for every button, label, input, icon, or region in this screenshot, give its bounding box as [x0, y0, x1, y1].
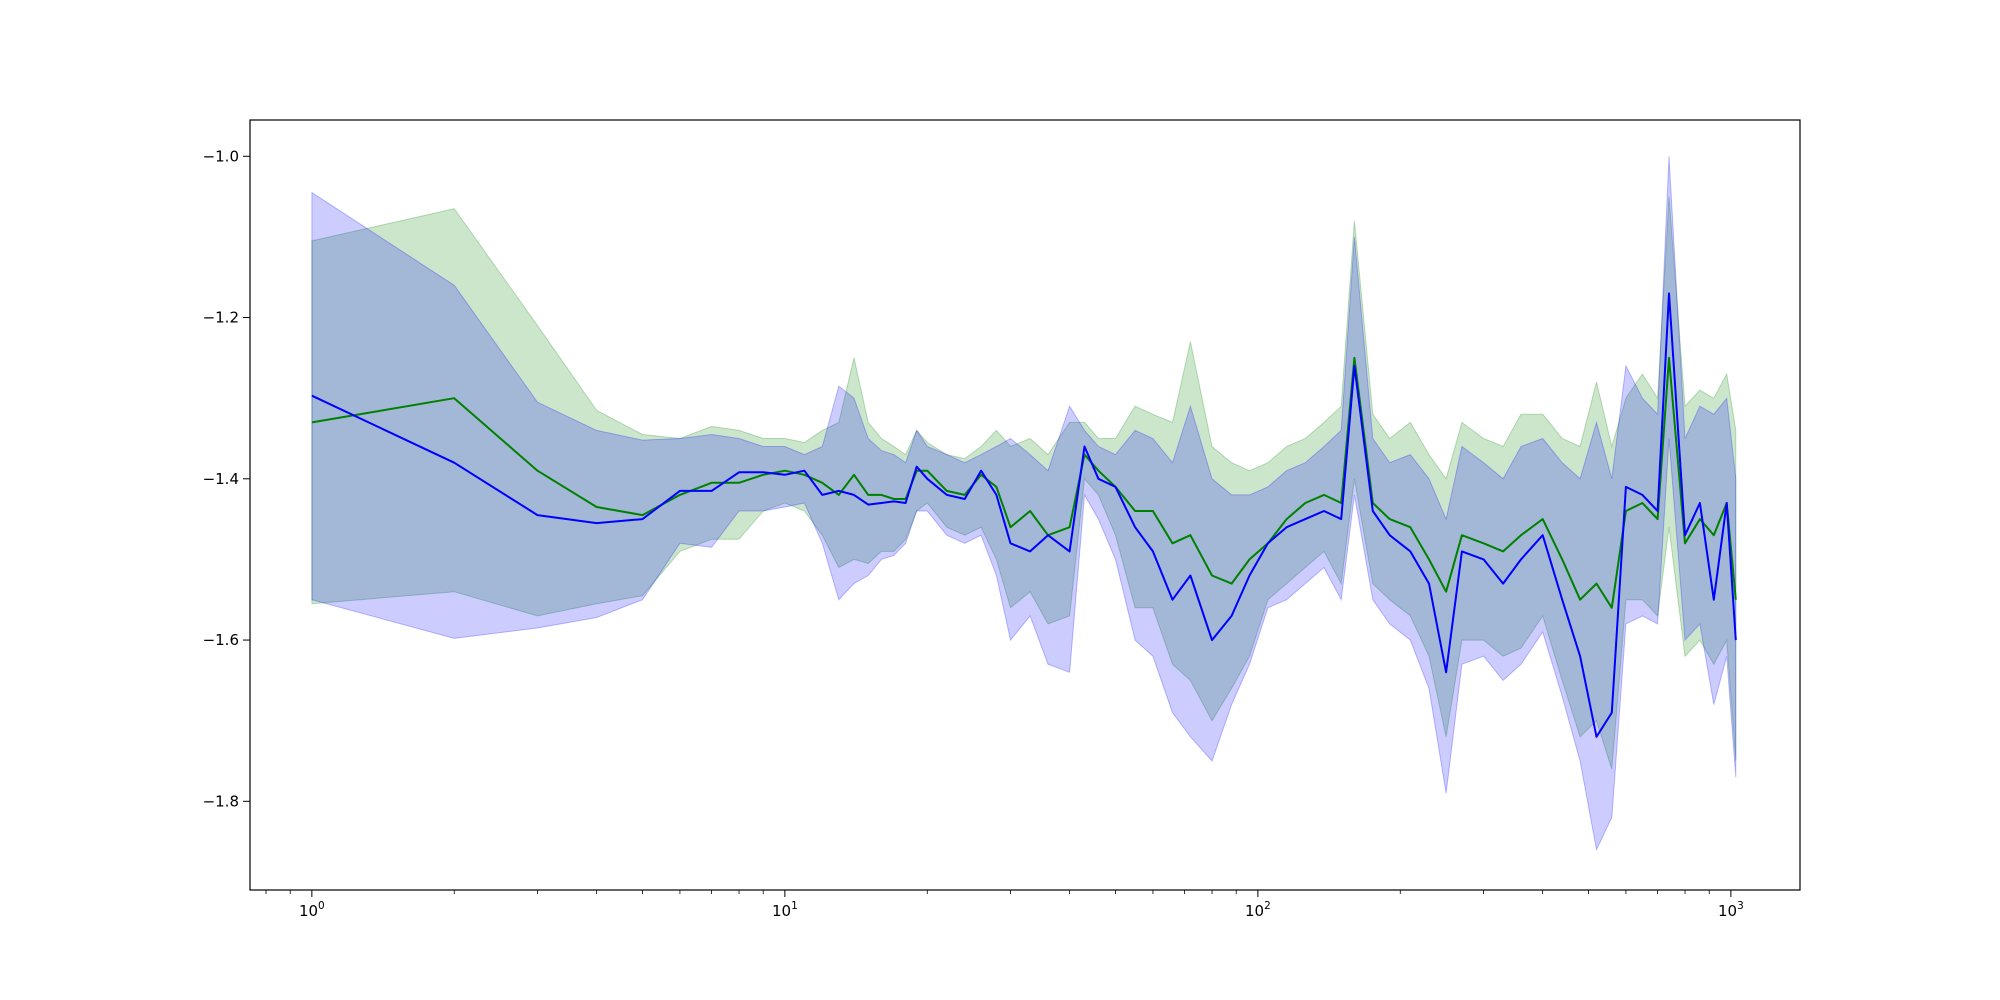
green-band [311, 196, 1737, 770]
x-tick-label: 103 [1718, 900, 1744, 920]
green-line [311, 356, 1737, 609]
blue-band [311, 156, 1737, 852]
series-lines [311, 292, 1737, 738]
x-tick-label: 102 [1245, 900, 1271, 920]
confidence-bands [311, 156, 1737, 852]
y-tick-label: −1.6 [203, 631, 239, 649]
y-tick-label: −1.0 [203, 147, 239, 165]
blue-line [311, 292, 1737, 738]
plot-area-frame [249, 119, 1801, 891]
y-tick-label: −1.4 [203, 470, 239, 488]
x-tick-label: 101 [772, 900, 798, 920]
y-tick-label: −1.8 [203, 792, 239, 810]
x-axis: 100 101 102 103 [265, 890, 1744, 920]
y-axis: −1.8 −1.6 −1.4 −1.2 −1.0 [203, 147, 250, 810]
y-tick-label: −1.2 [203, 309, 239, 327]
x-tick-label: 100 [299, 900, 325, 920]
